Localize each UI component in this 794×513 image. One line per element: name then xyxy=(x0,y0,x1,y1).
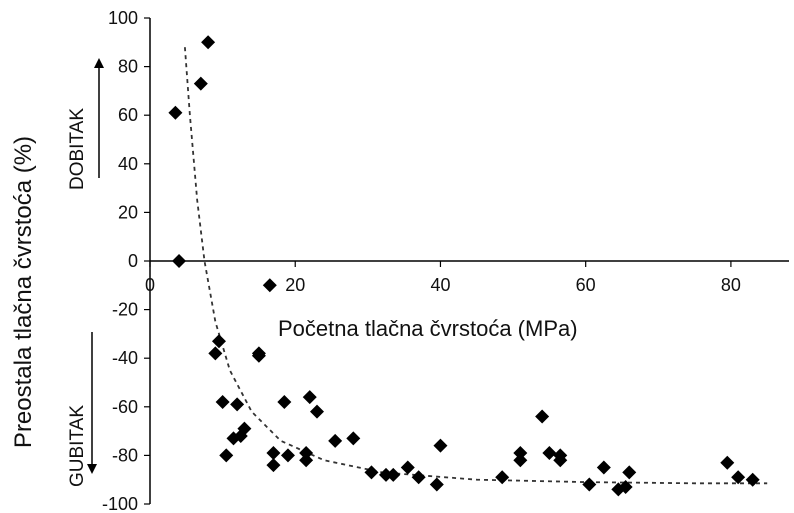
data-point xyxy=(364,465,379,480)
x-tick-label: 80 xyxy=(721,275,741,295)
data-point xyxy=(310,404,325,419)
data-point xyxy=(201,35,216,50)
y-tick-label: -80 xyxy=(112,445,138,465)
x-tick-label: 60 xyxy=(576,275,596,295)
data-point xyxy=(411,470,426,485)
loss-annotation: GUBITAK xyxy=(67,332,97,487)
x-axis-title: Početna tlačna čvrstoća (MPa) xyxy=(278,316,578,341)
data-point xyxy=(299,453,314,468)
gain-label: DOBITAK xyxy=(67,108,88,190)
data-points xyxy=(168,35,760,497)
data-point xyxy=(302,390,317,405)
x-tick-label: 40 xyxy=(430,275,450,295)
data-point xyxy=(211,334,226,349)
data-point xyxy=(542,445,557,460)
data-point xyxy=(429,477,444,492)
data-point xyxy=(193,76,208,91)
data-point xyxy=(513,453,528,468)
y-axis-title: Preostala tlačna čvrstoća (%) xyxy=(10,136,37,448)
data-point xyxy=(280,448,295,463)
x-tick-label: 20 xyxy=(285,275,305,295)
data-point xyxy=(266,458,281,473)
data-point xyxy=(745,472,760,487)
data-point xyxy=(378,467,393,482)
data-point xyxy=(251,348,266,363)
trend-line xyxy=(184,47,768,485)
data-point xyxy=(582,477,597,492)
y-tick-label: -20 xyxy=(112,300,138,320)
y-tick-label: 80 xyxy=(118,57,138,77)
y-tick-label: 40 xyxy=(118,154,138,174)
data-point xyxy=(266,445,281,460)
data-point xyxy=(328,433,343,448)
data-point xyxy=(262,278,277,293)
loss-label: GUBITAK xyxy=(67,405,88,487)
data-point xyxy=(513,445,528,460)
y-ticks: 100 80 60 40 20 0 -20 -40 -60 -80 -100 xyxy=(102,8,150,513)
data-point xyxy=(400,460,415,475)
data-point xyxy=(535,409,550,424)
data-point xyxy=(731,470,746,485)
data-point xyxy=(596,460,611,475)
data-point xyxy=(433,438,448,453)
y-tick-label: -60 xyxy=(112,397,138,417)
y-tick-label: -100 xyxy=(102,494,138,513)
data-point xyxy=(168,105,183,120)
data-point xyxy=(622,465,637,480)
data-point xyxy=(277,394,292,409)
x-ticks: 0 20 40 60 80 xyxy=(145,261,741,295)
data-point xyxy=(346,431,361,446)
x-tick-label: 0 xyxy=(145,275,155,295)
data-point xyxy=(495,470,510,485)
data-point xyxy=(618,479,633,494)
data-point xyxy=(230,397,245,412)
y-tick-label: 0 xyxy=(128,251,138,271)
data-point xyxy=(553,453,568,468)
y-tick-label: 20 xyxy=(118,202,138,222)
y-tick-label: -40 xyxy=(112,348,138,368)
y-tick-label: 60 xyxy=(118,105,138,125)
loss-arrow-head xyxy=(87,464,97,474)
gain-annotation: DOBITAK xyxy=(67,58,104,190)
data-point xyxy=(386,467,401,482)
gain-arrow-head xyxy=(94,58,104,68)
data-point xyxy=(172,254,187,268)
data-point xyxy=(720,455,735,470)
data-point xyxy=(208,346,223,361)
data-point xyxy=(237,421,252,436)
data-point xyxy=(219,448,234,463)
y-tick-label: 100 xyxy=(108,8,138,28)
data-point xyxy=(299,445,314,460)
data-point xyxy=(215,394,230,409)
